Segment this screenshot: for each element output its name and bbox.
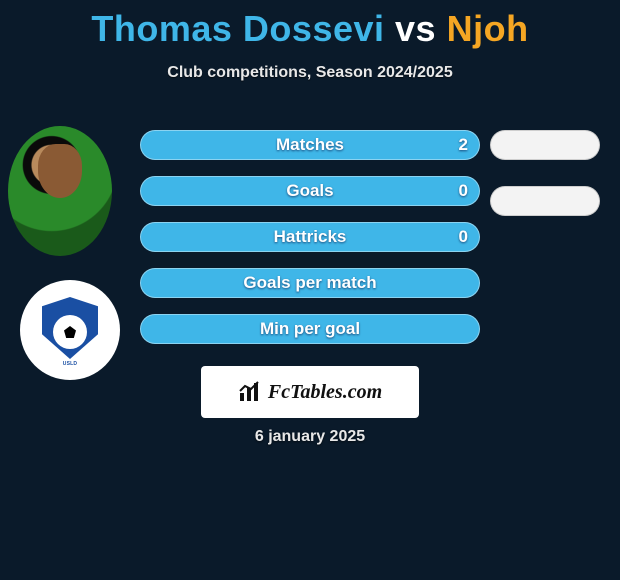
stat-row: Goals per match xyxy=(0,260,620,306)
date-text: 6 january 2025 xyxy=(0,428,620,446)
stats-container: Matches 2 Goals 0 Hattricks 0 Goals per … xyxy=(0,122,620,352)
vs-text: vs xyxy=(395,8,436,49)
chart-icon xyxy=(238,380,262,404)
stat-value-left: 0 xyxy=(459,176,468,206)
player2-name: Njoh xyxy=(447,8,529,49)
player2-bar xyxy=(490,130,600,160)
stat-value-left: 2 xyxy=(459,130,468,160)
stat-label: Matches xyxy=(140,130,480,160)
player1-name: Thomas Dossevi xyxy=(91,8,384,49)
brand-badge: FcTables.com xyxy=(201,366,419,418)
stat-row: Goals 0 xyxy=(0,168,620,214)
club-badge-text: USLD xyxy=(63,361,77,367)
player2-bar xyxy=(490,186,600,216)
page-title: Thomas Dossevi vs Njoh xyxy=(0,0,620,50)
stat-label: Goals xyxy=(140,176,480,206)
stat-row: Min per goal xyxy=(0,306,620,352)
stat-label: Goals per match xyxy=(140,268,480,298)
stat-value-left: 0 xyxy=(459,222,468,252)
stat-label: Min per goal xyxy=(140,314,480,344)
subtitle: Club competitions, Season 2024/2025 xyxy=(0,64,620,82)
stat-label: Hattricks xyxy=(140,222,480,252)
stat-row: Hattricks 0 xyxy=(0,214,620,260)
brand-text: FcTables.com xyxy=(268,381,382,404)
stat-row: Matches 2 xyxy=(0,122,620,168)
